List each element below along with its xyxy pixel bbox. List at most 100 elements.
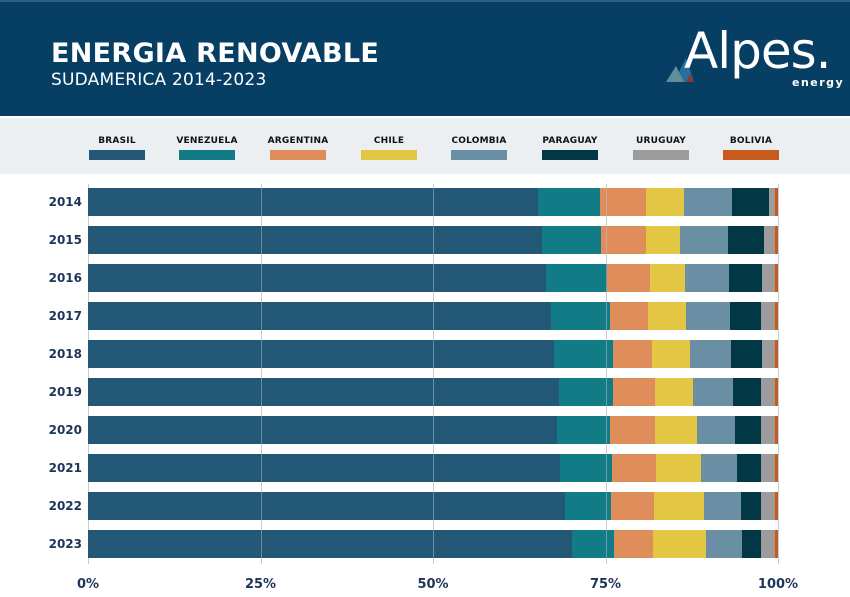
gridline <box>433 184 434 564</box>
y-tick-label: 2019 <box>48 385 82 399</box>
legend-label: BRASIL <box>98 136 136 146</box>
bar-segment-bolivia-2014 <box>775 188 779 216</box>
bar-segment-brasil-2022 <box>88 492 566 520</box>
bar-segment-bolivia-2018 <box>775 340 779 368</box>
legend-item-bolivia: BOLIVIA <box>708 118 794 160</box>
legend-swatch <box>542 150 598 160</box>
bar-segment-argentina-2022 <box>611 492 655 520</box>
gridline <box>606 184 607 564</box>
bar-segment-venezuela-2022 <box>565 492 612 520</box>
bar-segment-uruguay-2022 <box>761 492 776 520</box>
bar-segment-paraguay-2016 <box>729 264 763 292</box>
bar-segment-venezuela-2017 <box>550 302 611 330</box>
legend-label: VENEZUELA <box>176 136 238 146</box>
bar-segment-brasil-2016 <box>88 264 547 292</box>
bar-segment-venezuela-2014 <box>538 188 601 216</box>
gridline-overlay <box>261 188 262 558</box>
y-tick-label: 2015 <box>48 233 82 247</box>
bar-segment-colombia-2018 <box>689 340 732 368</box>
gridline-overlay <box>606 188 607 558</box>
legend-item-chile: CHILE <box>346 118 432 160</box>
bar-segment-bolivia-2017 <box>775 302 779 330</box>
legend-swatch <box>451 150 507 160</box>
brand-logo: Alpes. energy <box>664 22 843 94</box>
bar-segment-argentina-2016 <box>607 264 651 292</box>
legend-item-paraguay: PARAGUAY <box>527 118 613 160</box>
bar-segment-colombia-2020 <box>696 416 736 444</box>
legend-item-colombia: COLOMBIA <box>436 118 522 160</box>
bar-segment-venezuela-2020 <box>557 416 611 444</box>
legend-swatch <box>179 150 235 160</box>
x-tick-label: 100% <box>757 577 799 592</box>
bar-segment-chile-2014 <box>646 188 685 216</box>
bar-segment-brasil-2015 <box>88 226 543 254</box>
legend-item-venezuela: VENEZUELA <box>164 118 250 160</box>
y-tick-label: 2016 <box>48 271 82 285</box>
legend-label: BOLIVIA <box>729 136 773 146</box>
bar-segment-argentina-2018 <box>612 340 653 368</box>
bar-segment-bolivia-2015 <box>774 226 779 254</box>
bar-segment-chile-2015 <box>646 226 681 254</box>
bar-segment-uruguay-2016 <box>762 264 776 292</box>
bar-segment-brasil-2021 <box>88 454 561 482</box>
bar-segment-paraguay-2023 <box>742 530 762 558</box>
bar-segment-chile-2017 <box>648 302 687 330</box>
legend-swatch <box>723 150 779 160</box>
bar-segment-venezuela-2023 <box>572 530 615 558</box>
gridline <box>778 184 779 564</box>
logo-wordmark: Alpes. <box>684 22 832 80</box>
bar-segment-venezuela-2019 <box>559 378 614 406</box>
x-tick-label: 0% <box>76 577 100 592</box>
bar-segment-bolivia-2022 <box>775 492 779 520</box>
bar-segment-paraguay-2014 <box>731 188 770 216</box>
bar-segment-uruguay-2014 <box>769 188 776 216</box>
bar-segment-paraguay-2015 <box>727 226 765 254</box>
legend-swatch <box>633 150 689 160</box>
logo-subtext: energy <box>792 76 845 89</box>
bar-segment-venezuela-2018 <box>553 340 614 368</box>
bar-segment-paraguay-2022 <box>740 492 762 520</box>
bar-segment-argentina-2023 <box>614 530 654 558</box>
bar-segment-paraguay-2020 <box>735 416 762 444</box>
bar-segment-paraguay-2017 <box>729 302 762 330</box>
chart-legend: BRASIL VENEZUELA ARGENTINA CHILE COLOMBIA PAR… <box>0 118 850 174</box>
y-tick-label: 2023 <box>48 537 82 551</box>
bar-segment-argentina-2020 <box>610 416 656 444</box>
bar-segment-chile-2021 <box>655 454 702 482</box>
bar-segment-venezuela-2015 <box>541 226 602 254</box>
bar-segment-brasil-2020 <box>88 416 558 444</box>
bar-segment-chile-2019 <box>655 378 694 406</box>
bar-segment-colombia-2014 <box>683 188 733 216</box>
y-tick-label: 2014 <box>48 195 82 209</box>
stacked-bar-chart: 2014 2015 2016 2017 2018 2019 2020 2021 2022 2023… <box>0 174 850 597</box>
bar-segment-paraguay-2018 <box>731 340 763 368</box>
x-tick-label: 25% <box>244 577 277 592</box>
legend-item-uruguay: URUGUAY <box>618 118 704 160</box>
legend-swatch <box>89 150 145 160</box>
page-title: ENERGIA RENOVABLE <box>51 38 380 69</box>
x-tick-label: 50% <box>417 577 449 592</box>
bar-segment-bolivia-2021 <box>775 454 779 482</box>
legend-label: PARAGUAY <box>542 136 598 146</box>
bar-segment-argentina-2021 <box>611 454 657 482</box>
bar-segment-brasil-2018 <box>88 340 555 368</box>
bar-segment-chile-2020 <box>655 416 698 444</box>
y-tick-label: 2021 <box>48 461 82 475</box>
bar-segment-colombia-2019 <box>692 378 734 406</box>
legend-item-argentina: ARGENTINA <box>255 118 341 160</box>
bar-segment-uruguay-2017 <box>761 302 776 330</box>
legend-label: COLOMBIA <box>451 136 507 146</box>
legend-label: ARGENTINA <box>267 136 329 146</box>
bar-segment-uruguay-2023 <box>761 530 776 558</box>
bar-segment-bolivia-2019 <box>775 378 779 406</box>
bar-segment-bolivia-2023 <box>775 530 779 558</box>
gridline-overlay <box>433 188 434 558</box>
bar-segment-uruguay-2021 <box>761 454 776 482</box>
legend-label: CHILE <box>373 136 405 146</box>
bar-segment-brasil-2019 <box>88 378 560 406</box>
bar-segment-uruguay-2018 <box>762 340 776 368</box>
bar-segment-colombia-2021 <box>700 454 738 482</box>
legend-label: URUGUAY <box>636 136 686 146</box>
bar-segment-colombia-2017 <box>685 302 731 330</box>
bar-segment-argentina-2019 <box>613 378 656 406</box>
